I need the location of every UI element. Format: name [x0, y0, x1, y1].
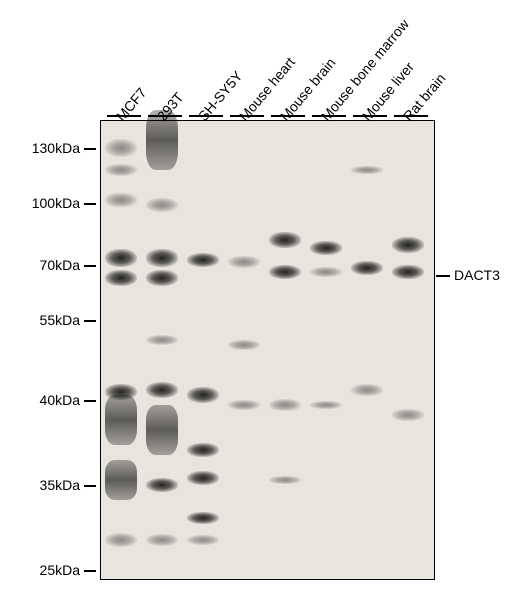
- band: [146, 382, 178, 398]
- lane-underline: [230, 115, 264, 117]
- band: [310, 267, 342, 277]
- band: [392, 265, 424, 279]
- band: [228, 256, 260, 268]
- band: [269, 265, 301, 279]
- band: [146, 478, 178, 492]
- band: [392, 409, 424, 421]
- band: [228, 400, 260, 410]
- band: [187, 443, 219, 457]
- band: [187, 387, 219, 403]
- band: [105, 460, 137, 500]
- band: [187, 512, 219, 524]
- marker-label: 25kDa: [10, 562, 80, 578]
- lane-underline: [271, 115, 305, 117]
- lane-underline: [353, 115, 387, 117]
- marker-tick: [84, 320, 96, 322]
- western-blot-figure: 130kDa 100kDa 70kDa 55kDa 40kDa 35kDa 25kDa MC…: [0, 0, 516, 590]
- marker-label: 100kDa: [10, 195, 80, 211]
- band: [187, 535, 219, 545]
- marker-tick: [84, 570, 96, 572]
- band: [105, 270, 137, 286]
- marker-label: 40kDa: [10, 392, 80, 408]
- band: [146, 249, 178, 267]
- band: [269, 232, 301, 248]
- marker-label: 130kDa: [10, 140, 80, 156]
- marker-tick: [84, 265, 96, 267]
- band: [105, 249, 137, 267]
- band: [187, 253, 219, 267]
- band: [269, 399, 301, 411]
- band: [105, 395, 137, 445]
- band: [146, 534, 178, 546]
- lane-underline: [189, 115, 223, 117]
- protein-label: DACT3: [454, 267, 500, 283]
- band: [310, 401, 342, 409]
- band: [310, 241, 342, 255]
- marker-tick: [84, 203, 96, 205]
- band: [351, 384, 383, 396]
- protein-tick: [436, 275, 450, 277]
- band: [146, 198, 178, 212]
- band: [392, 237, 424, 253]
- lane-underline: [394, 115, 428, 117]
- band: [146, 335, 178, 345]
- marker-label: 55kDa: [10, 312, 80, 328]
- band: [146, 405, 178, 455]
- lane-label: MCF7: [113, 85, 150, 124]
- marker-tick: [84, 400, 96, 402]
- band: [105, 139, 137, 157]
- lane-underline: [107, 115, 141, 117]
- band: [105, 164, 137, 176]
- band: [351, 166, 383, 174]
- marker-tick: [84, 485, 96, 487]
- band: [105, 533, 137, 547]
- band: [146, 110, 178, 170]
- marker-label: 35kDa: [10, 477, 80, 493]
- band: [146, 270, 178, 286]
- marker-tick: [84, 148, 96, 150]
- marker-label: 70kDa: [10, 257, 80, 273]
- blot-membrane: [100, 120, 435, 580]
- band: [351, 261, 383, 275]
- band: [105, 193, 137, 207]
- lane-underline: [312, 115, 346, 117]
- band: [269, 476, 301, 484]
- band: [228, 340, 260, 350]
- band: [187, 471, 219, 485]
